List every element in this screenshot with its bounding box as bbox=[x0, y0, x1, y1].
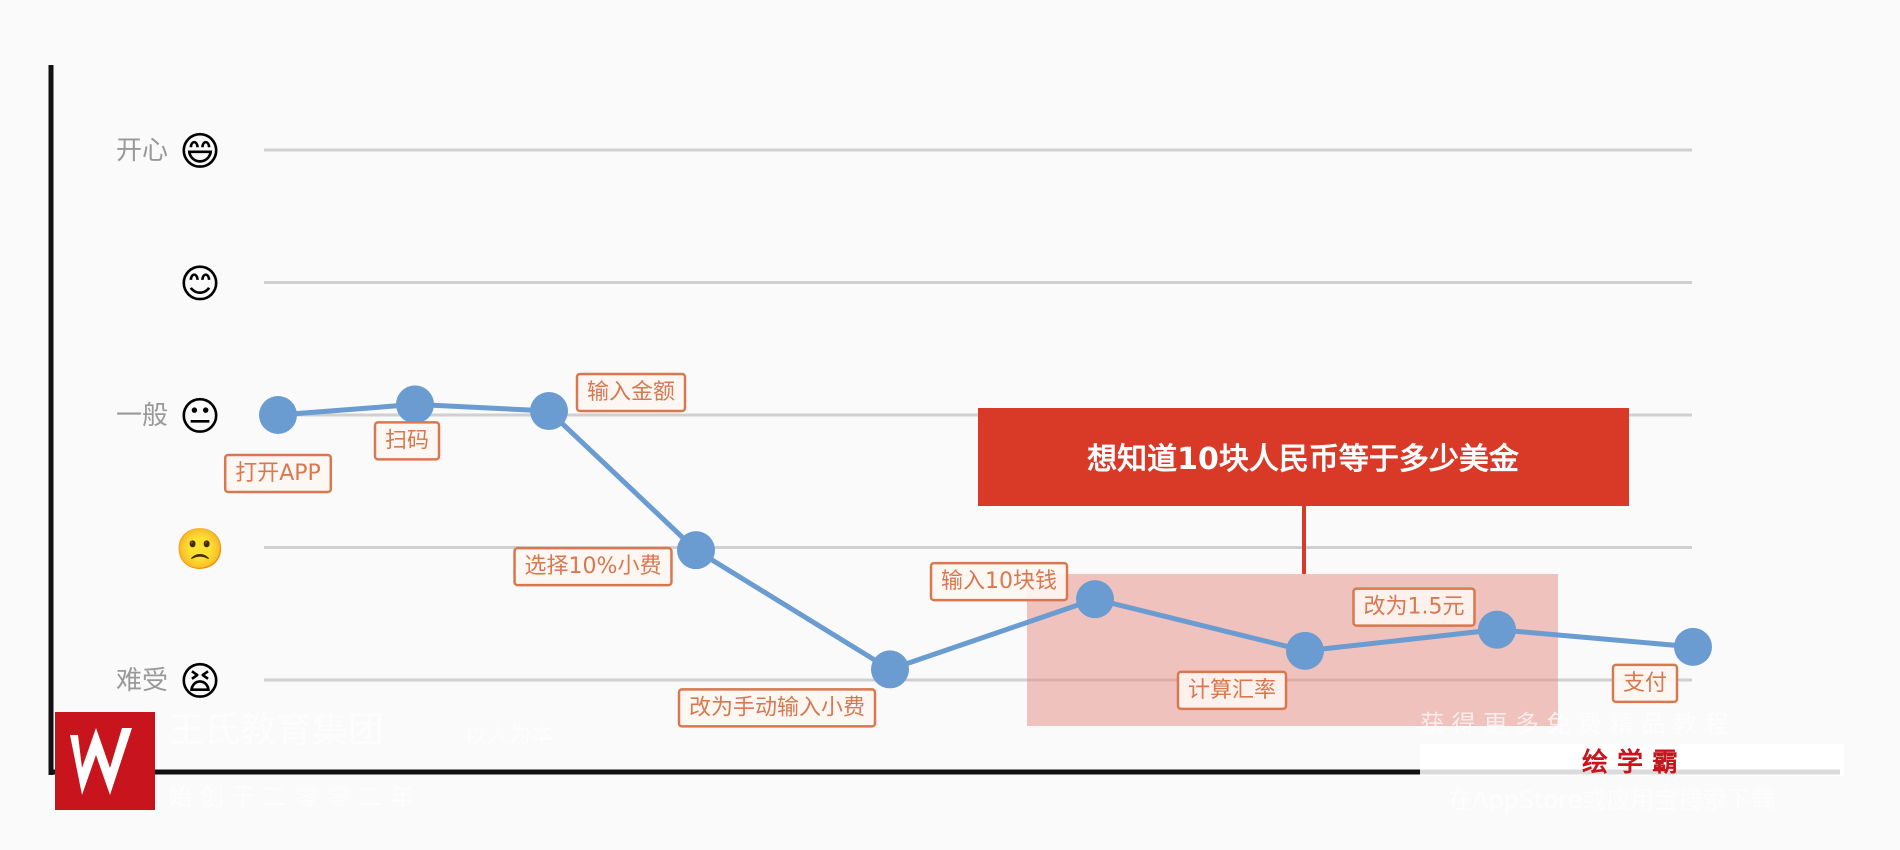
watermark-right: 获 得 更 多 免 费 精 品 教 程 绘 学 霸 在AppStore或应用宝搜… bbox=[1420, 710, 1844, 814]
step-label-frame bbox=[1611, 663, 1679, 704]
data-point bbox=[1286, 631, 1324, 670]
step-label-box: 改为手动输入小费 bbox=[677, 688, 877, 728]
y-axis-ticks: 开心 😄 😊 一般 😐 🙁 难受 😫 bbox=[116, 129, 225, 705]
y-tick-label: 难受 bbox=[116, 666, 168, 696]
step-label-box: 支付 bbox=[1611, 663, 1679, 704]
step-label: 打开APP bbox=[235, 461, 321, 486]
data-point bbox=[530, 392, 568, 431]
data-point bbox=[871, 650, 909, 689]
step-label: 改为1.5元 bbox=[1364, 595, 1465, 620]
neutral-face-icon: 😐 bbox=[179, 394, 221, 440]
step-label: 输入10块钱 bbox=[941, 569, 1057, 594]
step-label: 支付 bbox=[1623, 671, 1667, 696]
app-name: 绘 学 霸 bbox=[1582, 747, 1678, 778]
step-label-frame bbox=[575, 372, 687, 413]
step-label: 改为手动输入小费 bbox=[689, 695, 865, 720]
grinning-face-icon: 😄 bbox=[179, 129, 221, 175]
step-label-box: 扫码 bbox=[373, 421, 441, 461]
y-tick-label: 开心 bbox=[116, 136, 168, 166]
step-label-frame bbox=[223, 453, 333, 494]
company-name: 王氏教育集团 bbox=[168, 710, 384, 751]
step-label: 扫码 bbox=[385, 428, 429, 453]
watermark-left: 王氏教育集团 以人为本 始 创 于 二 零 零 二 年 bbox=[55, 710, 553, 811]
callout-box bbox=[978, 408, 1629, 506]
founded-text: 始 创 于 二 零 零 二 年 bbox=[168, 783, 413, 811]
step-label: 输入金额 bbox=[587, 380, 675, 405]
step-label-frame bbox=[373, 421, 441, 461]
emotion-series bbox=[259, 385, 1712, 689]
data-point bbox=[396, 385, 434, 424]
data-point bbox=[1478, 610, 1516, 649]
callout: 想知道10块人民币等于多少美金 bbox=[978, 408, 1629, 574]
data-point bbox=[677, 531, 715, 570]
step-label-box: 改为1.5元 bbox=[1352, 587, 1476, 627]
smiling-face-icon: 😊 bbox=[179, 262, 221, 308]
step-label-box: 选择10%小费 bbox=[513, 546, 673, 587]
callout-text: 想知道10块人民币等于多少美金 bbox=[1087, 442, 1520, 477]
data-point bbox=[1076, 580, 1114, 619]
tired-face-icon: 😫 bbox=[179, 659, 221, 705]
logo-w-icon bbox=[70, 728, 132, 795]
step-label-box: 计算汇率 bbox=[1176, 670, 1288, 711]
step-label: 选择10%小费 bbox=[525, 554, 662, 579]
step-label-frame bbox=[677, 688, 877, 728]
app-name-bar bbox=[1420, 744, 1844, 776]
company-slogan: 以人为本 bbox=[465, 723, 553, 748]
data-point bbox=[1674, 627, 1712, 666]
slightly-frowning-face-icon: 🙁 bbox=[175, 527, 225, 573]
data-point bbox=[259, 396, 297, 434]
step-label: 计算汇率 bbox=[1188, 678, 1276, 703]
step-label-frame bbox=[1352, 587, 1476, 627]
promo-text: 获 得 更 多 免 费 精 品 教 程 bbox=[1420, 710, 1729, 738]
step-label-box: 打开APP bbox=[223, 453, 333, 494]
step-label-box: 输入金额 bbox=[575, 372, 687, 413]
step-label-frame bbox=[929, 561, 1069, 602]
y-tick-label: 一般 bbox=[116, 401, 168, 431]
download-text: 在AppStore或应用宝搜索下载 bbox=[1448, 786, 1774, 814]
step-label-box: 输入10块钱 bbox=[929, 561, 1069, 602]
step-label-frame bbox=[1176, 670, 1288, 711]
step-label-frame bbox=[513, 546, 673, 587]
